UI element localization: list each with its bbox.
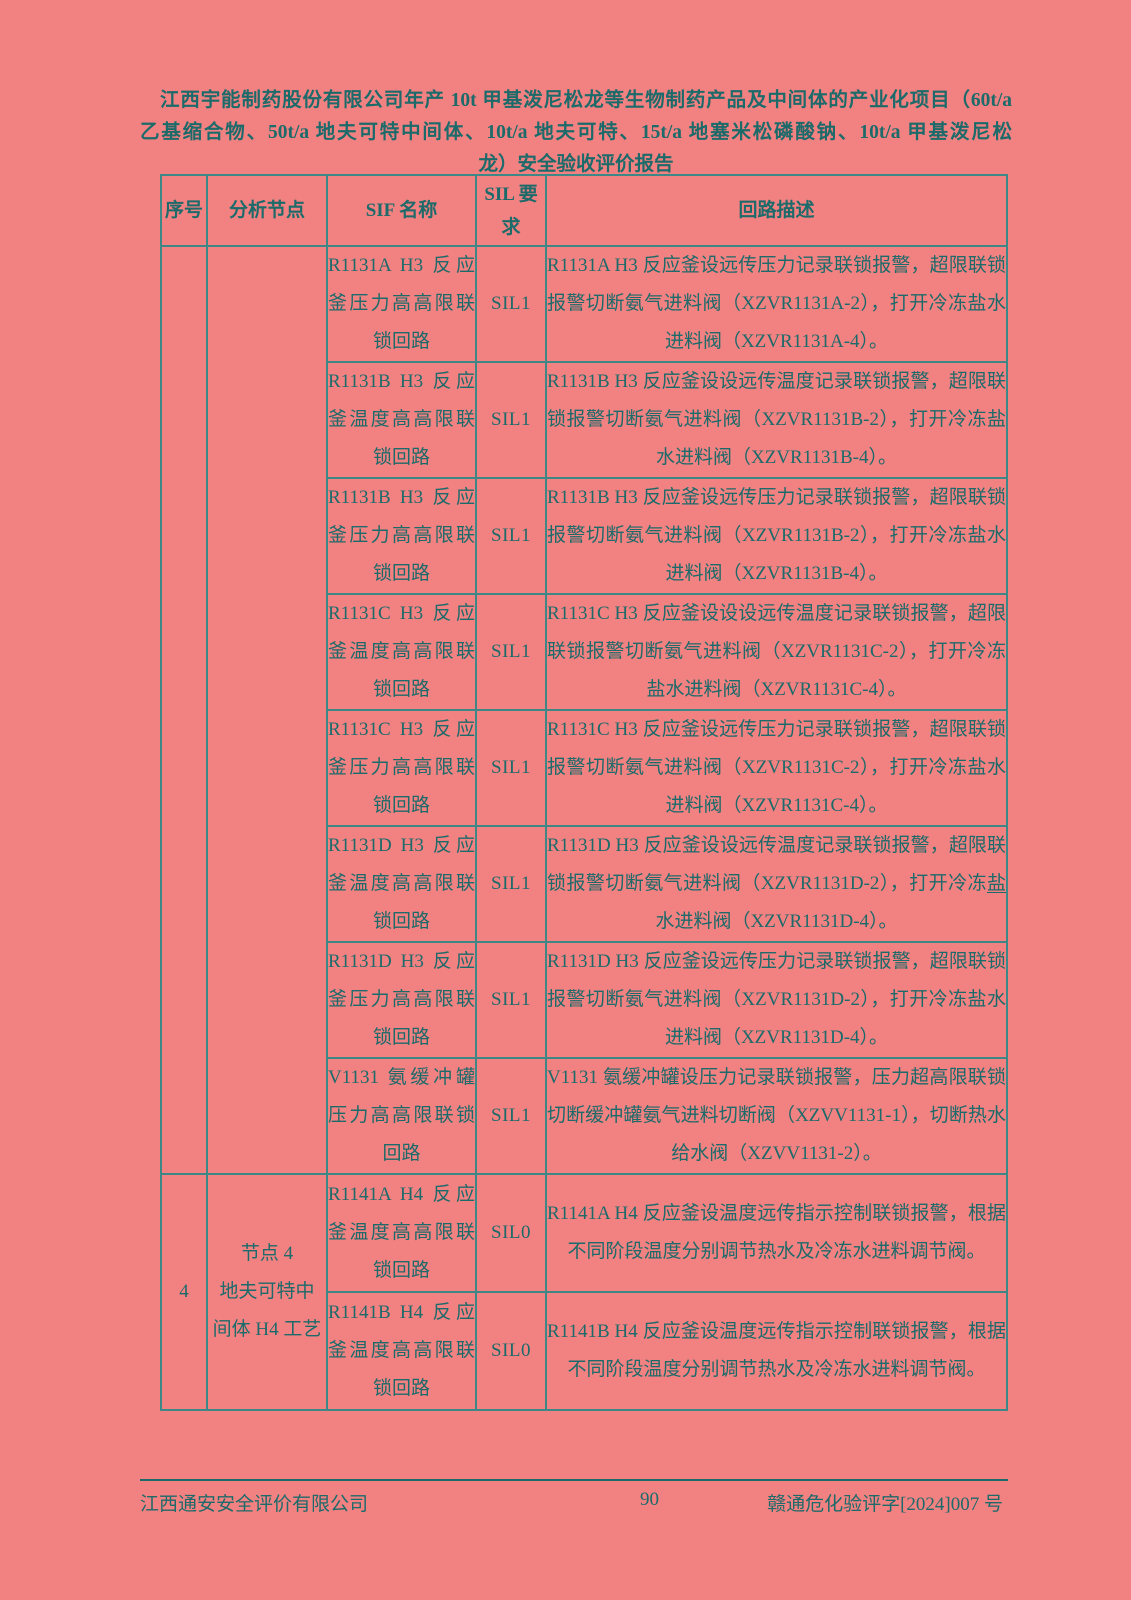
sif-name-cell: R1131B H3 反应釜温度高高限联锁回路	[326, 361, 477, 479]
loop-description-cell: R1141A H4 反应釜设温度远传指示控制联锁报警，根据不同阶段温度分别调节热…	[545, 1173, 1008, 1293]
sif-name-cell: R1131B H3 反应釜压力高高限联锁回路	[326, 477, 477, 595]
sif-name-cell: R1131D H3 反应釜压力高高限联锁回路	[326, 941, 477, 1059]
sil-requirement-cell: SIL0	[475, 1291, 547, 1411]
loop-description-cell: R1131D H3 反应釜设设远传温度记录联锁报警，超限联锁报警切断氨气进料阀（…	[545, 825, 1008, 943]
table-row: V1131 氨缓冲罐压力高高限联锁回路 SIL1 V1131 氨缓冲罐设压力记录…	[161, 1057, 1008, 1175]
node-cell-node4: 节点 4 地夫可特中 间体 H4 工艺	[206, 1173, 328, 1411]
footer-page-number: 90	[640, 1489, 659, 1510]
loop-description-cell: R1141B H4 反应釜设温度远传指示控制联锁报警，根据不同阶段温度分别调节热…	[545, 1291, 1008, 1411]
table-header-row: 序号 分析节点 SIF 名称 SIL 要求 回路描述	[160, 174, 1008, 247]
sif-name-cell: V1131 氨缓冲罐压力高高限联锁回路	[326, 1057, 477, 1175]
seq-cell-node4: 4	[160, 1173, 208, 1411]
sil-requirement-cell: SIL1	[475, 1057, 547, 1175]
table-row: R1131B H3 反应釜温度高高限联锁回路 SIL1 R1131B H3 反应…	[161, 361, 1008, 479]
sif-name-cell: R1141A H4 反应釜温度高高限联锁回路	[326, 1173, 477, 1293]
loop-description-cell: R1131B H3 反应釜设设远传温度记录联锁报警，超限联锁报警切断氨气进料阀（…	[545, 361, 1008, 479]
footer-company: 江西通安安全评价有限公司	[140, 1494, 369, 1515]
sil-requirement-cell: SIL1	[475, 361, 547, 479]
loop-description-cell: R1131C H3 反应釜设设设远传温度记录联锁报警，超限联锁报警切断氨气进料阀…	[545, 593, 1008, 711]
loop-description-cell: R1131B H3 反应釜设远传压力记录联锁报警，超限联锁报警切断氨气进料阀（X…	[545, 477, 1008, 595]
node-label-line: 节点 4	[240, 1243, 294, 1264]
report-title-line3: 龙）安全验收评价报告	[478, 154, 674, 175]
table-row: R1131B H3 反应釜压力高高限联锁回路 SIL1 R1131B H3 反应…	[161, 477, 1008, 595]
col-header-loop-desc: 回路描述	[545, 174, 1008, 247]
report-title: 江西宇能制药股份有限公司年产 10t 甲基泼尼松龙等生物制药产品及中间体的产业化…	[140, 85, 1012, 181]
col-header-sif-name: SIF 名称	[326, 174, 477, 247]
sif-name-cell: R1131C H3 反应釜温度高高限联锁回路	[326, 593, 477, 711]
table-row: R1131A H3 反应釜压力高高限联锁回路 SIL1 R1131A H3 反应…	[160, 245, 1008, 1175]
sif-name-cell: R1131A H3 反应釜压力高高限联锁回路	[326, 245, 477, 363]
footer-divider	[140, 1479, 1008, 1481]
table-row: R1131C H3 反应釜温度高高限联锁回路 SIL1 R1131C H3 反应…	[161, 593, 1008, 711]
footer-doc-number: 赣通危化验评字[2024]007 号	[767, 1494, 1003, 1515]
table-row: R1131D H3 反应釜压力高高限联锁回路 SIL1 R1131D H3 反应…	[161, 941, 1008, 1059]
col-header-seq: 序号	[160, 174, 208, 247]
sil-requirement-cell: SIL1	[475, 709, 547, 827]
report-title-line2: 乙基缩合物、50t/a 地夫可特中间体、10t/a 地夫可特、15t/a 地塞米…	[140, 122, 1012, 143]
sil-requirement-cell: SIL1	[475, 941, 547, 1059]
seq-cell-continued	[160, 245, 208, 1175]
report-title-line1: 江西宇能制药股份有限公司年产 10t 甲基泼尼松龙等生物制药产品及中间体的产业化…	[160, 90, 1012, 111]
node-label-line: 地夫可特中	[219, 1281, 315, 1302]
table-row: R1131C H3 反应釜压力高高限联锁回路 SIL1 R1131C H3 反应…	[161, 709, 1008, 827]
node-label-line: 间体 H4 工艺	[212, 1319, 322, 1340]
sif-name-cell: R1131C H3 反应釜压力高高限联锁回路	[326, 709, 477, 827]
table-row: R1141B H4 反应釜温度高高限联锁回路 SIL0 R1141B H4 反应…	[161, 1291, 1008, 1411]
loop-description-cell: V1131 氨缓冲罐设压力记录联锁报警，压力超高限联锁切断缓冲罐氨气进料切断阀（…	[545, 1057, 1008, 1175]
sil-requirement-cell: SIL0	[475, 1173, 547, 1293]
sil-requirement-cell: SIL1	[475, 245, 547, 363]
table-row: R1131D H3 反应釜温度高高限联锁回路 SIL1 R1131D H3 反应…	[161, 825, 1008, 943]
sil-requirement-cell: SIL1	[475, 477, 547, 595]
sil-requirement-cell: SIL1	[475, 593, 547, 711]
sif-loop-table: 序号 分析节点 SIF 名称 SIL 要求 回路描述 R1131A H3 反应釜…	[160, 174, 1008, 1411]
underlined-char: 盐	[986, 873, 1006, 894]
col-header-sil-req: SIL 要求	[475, 174, 547, 247]
loop-description-cell: R1131C H3 反应釜设远传压力记录联锁报警，超限联锁报警切断氨气进料阀（X…	[545, 709, 1008, 827]
node-cell-continued	[206, 245, 328, 1175]
loop-description-text: R1131D H3 反应釜设设远传温度记录联锁报警，超限联锁报警切断氨气进料阀（…	[547, 835, 1006, 894]
sif-name-cell: R1131D H3 反应釜温度高高限联锁回路	[326, 825, 477, 943]
sif-name-cell: R1141B H4 反应釜温度高高限联锁回路	[326, 1291, 477, 1411]
loop-description-text: 水进料阀（XZVR1131D-4）。	[655, 911, 898, 932]
loop-description-cell: R1131D H3 反应釜设远传压力记录联锁报警，超限联锁报警切断氨气进料阀（X…	[545, 941, 1008, 1059]
table-row: 4 节点 4 地夫可特中 间体 H4 工艺 R1141A H4 反应釜温度高高限…	[160, 1173, 1008, 1411]
loop-description-cell: R1131A H3 反应釜设远传压力记录联锁报警，超限联锁报警切断氨气进料阀（X…	[545, 245, 1008, 363]
sil-requirement-cell: SIL1	[475, 825, 547, 943]
col-header-node: 分析节点	[206, 174, 328, 247]
